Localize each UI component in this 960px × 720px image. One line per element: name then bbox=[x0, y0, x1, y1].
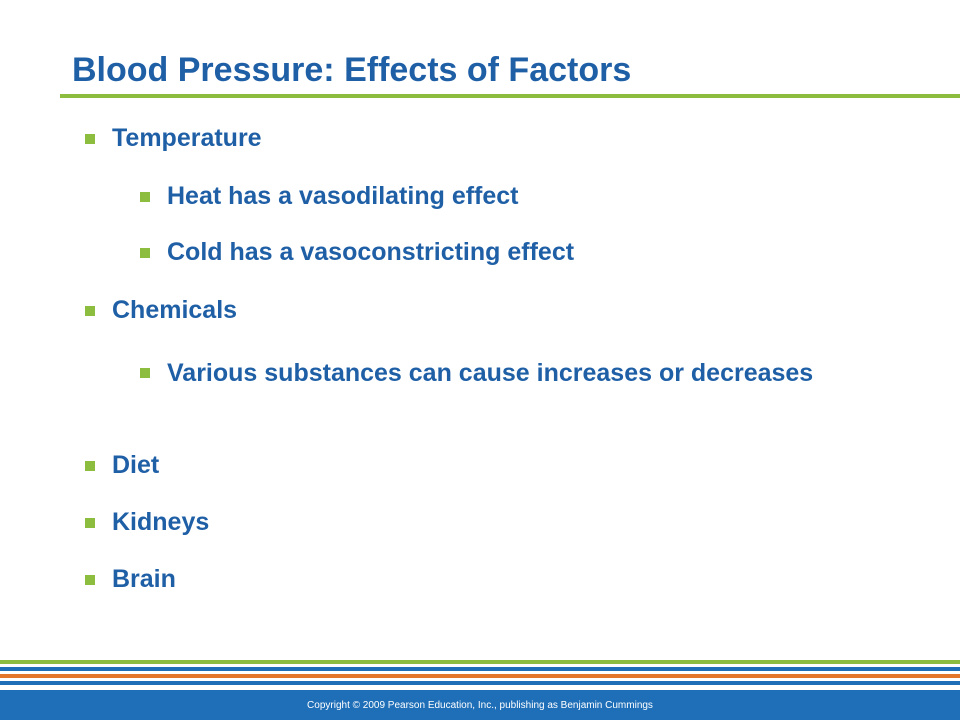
bullet-temperature: Temperature bbox=[85, 123, 872, 153]
stripe-green bbox=[0, 660, 960, 664]
bullet-brain: Brain bbox=[85, 564, 872, 594]
bullet-diet: Diet bbox=[85, 450, 872, 480]
bullet-text: Brain bbox=[112, 565, 176, 593]
square-bullet-icon bbox=[140, 368, 150, 378]
bullet-text: Chemicals bbox=[112, 296, 238, 324]
bullet-text: Kidneys bbox=[112, 508, 210, 536]
title-underline bbox=[60, 94, 960, 98]
square-bullet-icon bbox=[85, 134, 95, 144]
bullet-heat: Heat has a vasodilating effect bbox=[140, 181, 867, 211]
square-bullet-icon bbox=[85, 306, 95, 316]
square-bullet-icon bbox=[85, 518, 95, 528]
bullet-kidneys: Kidneys bbox=[85, 507, 872, 537]
bullet-text: Cold has a vasoconstricting effect bbox=[167, 238, 575, 266]
square-bullet-icon bbox=[140, 248, 150, 258]
bullet-cold: Cold has a vasoconstricting effect bbox=[140, 237, 867, 267]
footer-stripes bbox=[0, 660, 960, 690]
bullet-text: Heat has a vasodilating effect bbox=[167, 182, 519, 210]
square-bullet-icon bbox=[140, 192, 150, 202]
square-bullet-icon bbox=[85, 461, 95, 471]
footer-bar: Copyright © 2009 Pearson Education, Inc.… bbox=[0, 690, 960, 720]
bullet-various-substances: Various substances can cause increases o… bbox=[140, 355, 847, 391]
bullet-text: Diet bbox=[112, 451, 160, 479]
bullet-text: Temperature bbox=[112, 124, 262, 152]
bullet-chemicals: Chemicals bbox=[85, 295, 872, 325]
stripe-blue-lower bbox=[0, 681, 960, 685]
square-bullet-icon bbox=[85, 575, 95, 585]
stripe-orange bbox=[0, 674, 960, 678]
stripe-blue bbox=[0, 667, 960, 671]
bullet-text: Various substances can cause increases o… bbox=[167, 359, 814, 387]
slide-title: Blood Pressure: Effects of Factors bbox=[72, 51, 632, 89]
copyright-notice: Copyright © 2009 Pearson Education, Inc.… bbox=[307, 699, 653, 711]
